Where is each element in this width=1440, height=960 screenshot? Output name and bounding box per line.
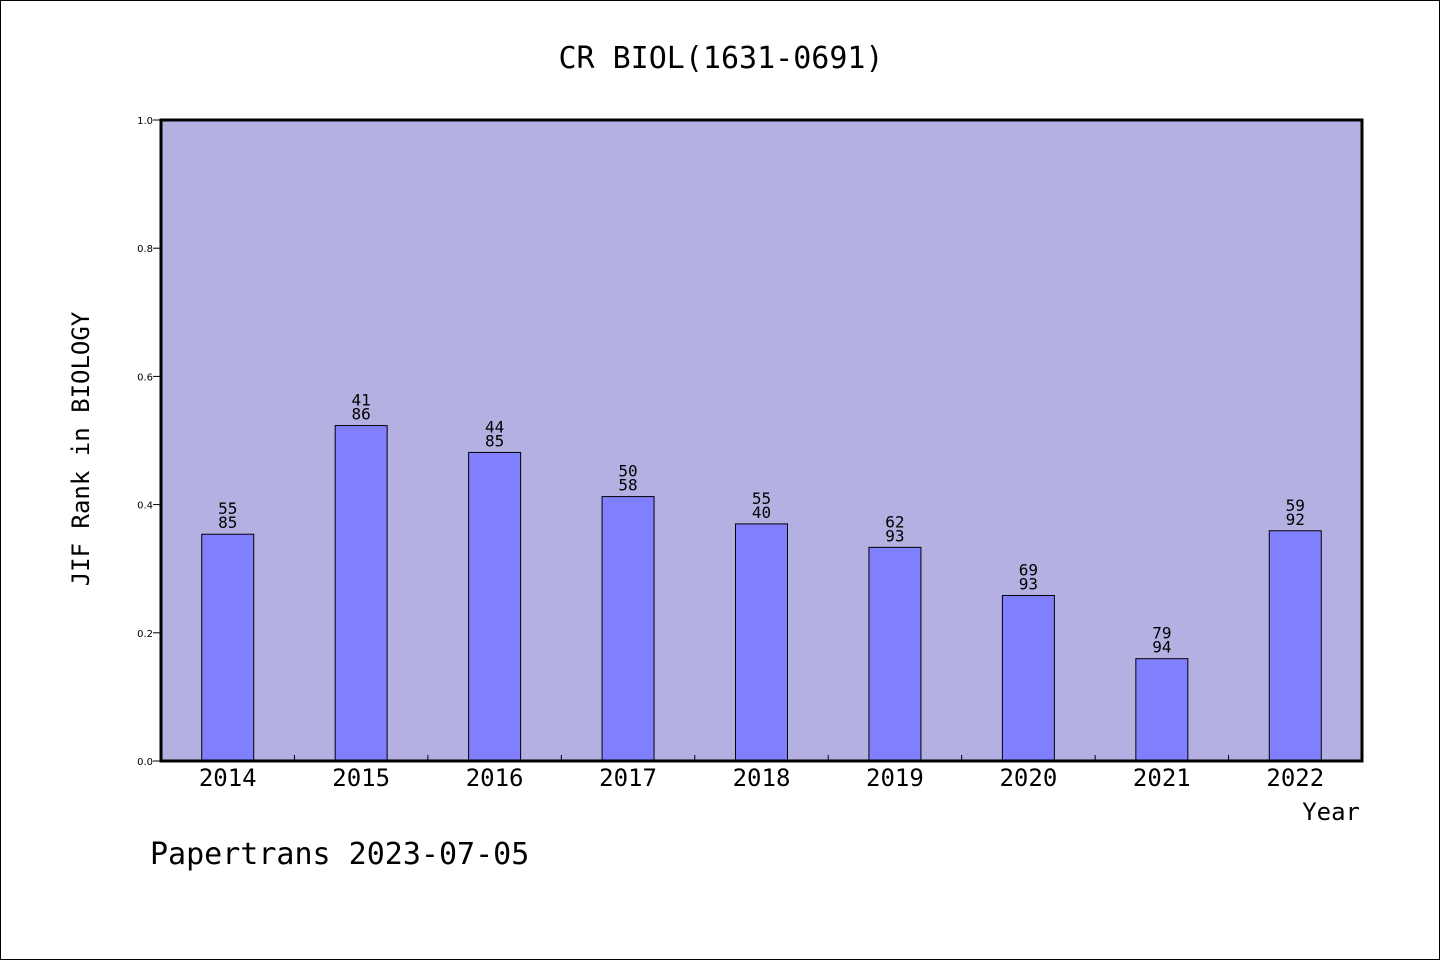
y-tick-label: 0.2 <box>137 629 153 640</box>
y-tick-label: 0.6 <box>137 372 153 383</box>
plot-border <box>159 118 1364 763</box>
bar-label-top-2015: 41 <box>352 391 371 410</box>
chart-title: CR BIOL(1631-0691) <box>558 41 883 76</box>
bar-label-top-2022: 59 <box>1286 496 1305 515</box>
bar-label-bottom-2019: 93 <box>885 526 904 545</box>
x-tick-label-2015: 2015 <box>332 764 390 792</box>
bar-label-bottom-2015: 86 <box>352 405 371 424</box>
x-tick-label-2018: 2018 <box>733 764 791 792</box>
x-tick-label-2014: 2014 <box>199 764 257 792</box>
y-tick-label: 1.0 <box>137 116 153 127</box>
x-tick-label-2019: 2019 <box>866 764 924 792</box>
bar-2021 <box>1135 658 1189 762</box>
bar-2018 <box>735 523 788 762</box>
bar-label-bottom-2016: 85 <box>485 431 504 450</box>
bar-label-bottom-2018: 40 <box>752 503 771 522</box>
x-tick-label-2017: 2017 <box>599 764 657 792</box>
bar-2019 <box>868 546 922 762</box>
bar-2014 <box>201 533 255 762</box>
y-axis-title: JIF Rank in BIOLOGY <box>67 311 95 586</box>
y-tick-label: 0.8 <box>137 244 153 255</box>
bars-group <box>201 425 1322 762</box>
bar-2020 <box>1001 594 1055 762</box>
x-axis-title: Year <box>1302 798 1360 826</box>
bar-label-top-2018: 55 <box>752 489 771 508</box>
footer-credit: Papertrans 2023-07-05 <box>150 837 529 872</box>
bar-label-top-2021: 79 <box>1152 624 1171 643</box>
bar-label-top-2017: 50 <box>618 462 637 481</box>
bar-2017 <box>601 496 655 762</box>
x-axis: 2014 2015 2016 2017 2018 2019 2020 2021 2022 <box>199 755 1324 792</box>
x-tick-label-2021: 2021 <box>1133 764 1191 792</box>
bar-2015 <box>334 425 388 762</box>
y-tick-label: 0.0 <box>137 757 153 768</box>
bar-label-top-2014: 55 <box>218 499 237 518</box>
y-axis: 0.0 0.2 0.4 0.6 0.8 1.0 <box>137 116 161 768</box>
bar-label-bottom-2017: 58 <box>618 476 637 495</box>
x-tick-label-2016: 2016 <box>466 764 524 792</box>
bar-label-top-2019: 62 <box>885 512 904 531</box>
y-tick-label: 0.4 <box>137 501 153 512</box>
x-tick-label-2020: 2020 <box>999 764 1057 792</box>
bar-label-bottom-2022: 92 <box>1286 510 1305 529</box>
bar-2016 <box>468 451 522 762</box>
bar-label-bottom-2020: 93 <box>1019 574 1038 593</box>
bar-label-bottom-2021: 94 <box>1152 638 1171 657</box>
bar-label-bottom-2014: 85 <box>218 513 237 532</box>
bar-label-top-2020: 69 <box>1019 560 1038 579</box>
x-tick-label-2022: 2022 <box>1266 764 1324 792</box>
bar-label-top-2016: 44 <box>485 417 504 436</box>
bar-2022 <box>1268 530 1322 762</box>
